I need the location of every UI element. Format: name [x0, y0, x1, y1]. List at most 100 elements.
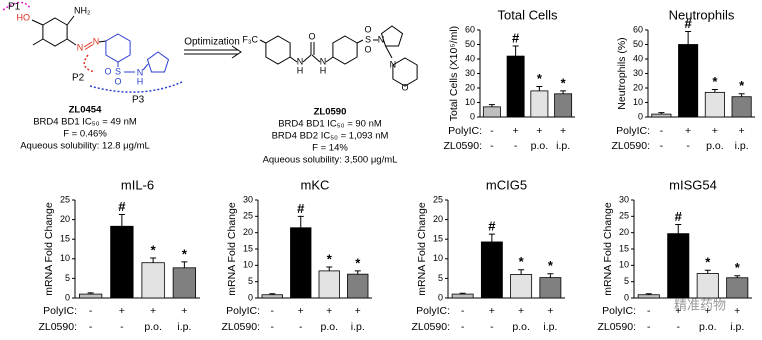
- significance-mark: *: [548, 258, 554, 273]
- error-bar: [269, 293, 276, 295]
- y-axis-label: mRNA Fold Change: [43, 202, 55, 296]
- group-label: -: [660, 140, 664, 152]
- group-label: -: [660, 125, 664, 137]
- atom: N: [93, 36, 100, 46]
- row-label: ZL0590:: [611, 140, 650, 152]
- y-tick-label: 30: [619, 194, 629, 204]
- group-label: +: [119, 305, 125, 317]
- error-bar: [150, 257, 157, 263]
- atom: H: [297, 65, 304, 75]
- group-label: i.p.: [735, 140, 749, 152]
- bar: [480, 241, 503, 299]
- atom: O: [401, 82, 408, 92]
- y-tick-label: 50: [465, 39, 475, 49]
- compound-info: BRD4 BD1 IC₅₀ = 49 nM: [33, 117, 137, 128]
- row-label: ZL0590:: [411, 321, 450, 333]
- group-label: -: [514, 140, 518, 152]
- y-tick-label: 0: [638, 111, 643, 121]
- y-tick-label: 30: [465, 68, 475, 78]
- structure-zl0590: F₃C N H O N H S O O N N O ZL0590 BRD4 BD…: [242, 24, 418, 166]
- row-label: PolyIC:: [448, 125, 482, 137]
- compound-info: F = 0.46%: [63, 129, 107, 140]
- atom: O: [114, 76, 121, 86]
- compound-info: BRD4 BD2 IC₅₀ = 1,093 nM: [272, 131, 389, 142]
- y-tick-label: 0: [65, 292, 70, 302]
- atom: H: [320, 65, 327, 75]
- bar: [651, 113, 672, 118]
- group-label: +: [518, 305, 524, 317]
- atom: N: [137, 67, 144, 77]
- compound-info: BRD4 BD1 IC₅₀ = 90 nM: [278, 119, 382, 130]
- y-tick-label: 5: [248, 276, 253, 286]
- group-label: +: [739, 125, 745, 137]
- significance-mark: *: [182, 246, 188, 261]
- bar: [704, 91, 725, 118]
- significance-mark: *: [519, 254, 525, 269]
- atom: O: [104, 66, 111, 76]
- error-bar: [181, 261, 188, 268]
- y-tick-label: 0: [248, 292, 253, 302]
- chart-title: mKC: [301, 177, 330, 192]
- atom: NH₂: [74, 5, 91, 15]
- bar: [141, 262, 165, 299]
- error-bar: [512, 45, 519, 57]
- y-axis-label: mRNA Fold Change: [602, 202, 614, 296]
- bar: [530, 90, 549, 118]
- error-bar: [518, 269, 525, 275]
- group-label: -: [461, 321, 465, 333]
- row-label: PolyIC:: [43, 305, 77, 317]
- error-bar: [297, 215, 304, 228]
- chart-title: Neutrophils: [669, 7, 735, 22]
- significance-mark: *: [151, 242, 157, 257]
- group-label: +: [560, 125, 566, 137]
- group-label: i.p.: [177, 321, 191, 333]
- significance-mark: *: [712, 74, 718, 89]
- bar: [731, 96, 752, 118]
- structure-zl0454: HO NH₂ N N S O O N H P1 P2 P3 ZL0454 BRD…: [2, 2, 183, 152]
- group-label: -: [120, 321, 124, 333]
- group-label: p.o.: [512, 321, 530, 333]
- bar: [510, 274, 533, 299]
- significance-mark: *: [355, 255, 361, 270]
- error-bar: [738, 93, 745, 97]
- atom: N: [77, 42, 84, 52]
- atom: N: [297, 56, 304, 66]
- compound-name: ZL0590: [314, 107, 347, 118]
- y-tick-label: 0: [624, 292, 629, 302]
- error-bar: [675, 224, 682, 234]
- error-bar: [536, 86, 543, 91]
- group-label: -: [490, 125, 494, 137]
- error-bar: [488, 104, 495, 107]
- y-tick-label: 20: [619, 227, 629, 237]
- y-tick-label: 20: [243, 227, 253, 237]
- group-label: -: [299, 321, 303, 333]
- group-label: +: [734, 305, 740, 317]
- chart-title: mCIG5: [486, 177, 527, 192]
- group-label: p.o.: [531, 140, 549, 152]
- group-label: +: [705, 305, 711, 317]
- compound-info: Aqueous solubility: 12.8 μg/mL: [20, 141, 150, 152]
- bar: [726, 277, 749, 299]
- y-tick-label: 60: [465, 24, 475, 34]
- y-tick-label: 20: [465, 82, 475, 92]
- group-label: p.o.: [706, 140, 724, 152]
- group-label: +: [685, 125, 691, 137]
- atom: S: [115, 66, 121, 76]
- y-tick-label: 0: [438, 292, 443, 302]
- y-tick-label: 10: [60, 253, 70, 263]
- row-label: ZL0590:: [597, 321, 636, 333]
- bar: [290, 227, 312, 299]
- y-axis-label: Neutrophils (%): [616, 37, 628, 109]
- pocket-label: P2: [72, 73, 85, 84]
- group-label: -: [686, 140, 690, 152]
- atom: F₃C: [242, 34, 258, 44]
- y-tick-label: 5: [438, 273, 443, 283]
- error-bar: [326, 266, 333, 271]
- significance-mark: #: [297, 201, 305, 216]
- error-bar: [488, 233, 495, 242]
- bar: [696, 273, 719, 299]
- atom: N: [378, 34, 385, 44]
- bar: [451, 293, 474, 299]
- y-axis-label: mRNA Fold Change: [416, 202, 428, 296]
